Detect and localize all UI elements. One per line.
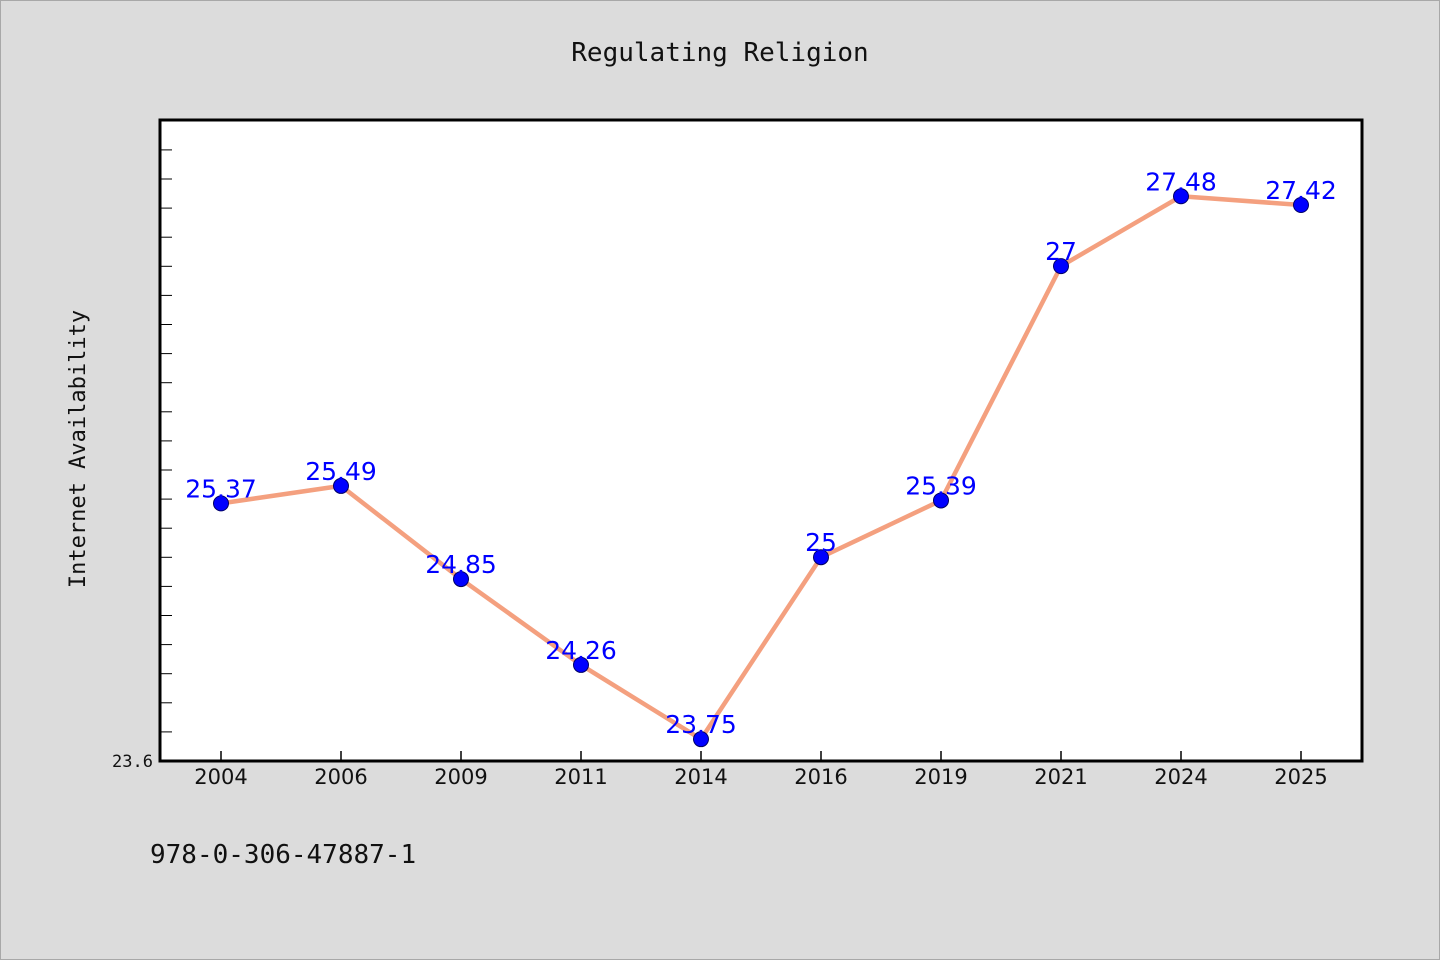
x-tick-label: 2019 [914,765,967,789]
data-point [1293,197,1309,213]
x-tick-label: 2016 [794,765,847,789]
x-axis-ticks: 2004 2006 2009 2011 2014 2016 2019 2021 2024 2025 [194,751,1328,789]
data-point [693,731,709,748]
y-axis-label: Internet Availability [66,310,91,588]
plot-area [158,118,1364,763]
x-tick-label: 2014 [674,765,727,789]
data-point [1053,258,1069,275]
x-tick-label: 2006 [314,765,367,789]
data-point [213,495,229,512]
data-point [453,571,469,588]
data-label: 27.48 [1145,167,1217,196]
series-line [218,194,1304,742]
data-label: 27.42 [1265,176,1337,205]
data-label: 24.85 [425,550,497,579]
data-label: 25.37 [185,474,257,503]
data-label: 24.26 [545,636,617,665]
chart-title: Regulating Religion [571,38,868,68]
data-point [813,549,829,566]
y-tick-label: 23.6 [112,752,153,772]
x-tick-label: 2009 [434,765,487,789]
footer-code: 978-0-306-47887-1 [150,840,416,870]
data-label: 25 [805,528,837,557]
data-point [573,656,589,673]
data-label: 27 [1045,237,1077,266]
data-label: 25.39 [905,471,977,500]
data-label: 23.75 [665,710,737,739]
x-tick-label: 2004 [194,765,247,789]
x-tick-label: 2011 [554,765,607,789]
x-tick-label: 2024 [1154,765,1207,789]
data-label: 25.49 [305,457,377,486]
y-axis-ticks: 23.6 [112,120,172,772]
data-point [333,477,349,494]
data-point [933,492,949,509]
x-tick-label: 2025 [1274,765,1327,789]
data-point [1173,188,1189,205]
x-tick-label: 2021 [1034,765,1087,789]
series-layer: 25.37 25.49 24.85 24.26 23.75 25 25.39 27 27.48 2… [185,167,1337,748]
